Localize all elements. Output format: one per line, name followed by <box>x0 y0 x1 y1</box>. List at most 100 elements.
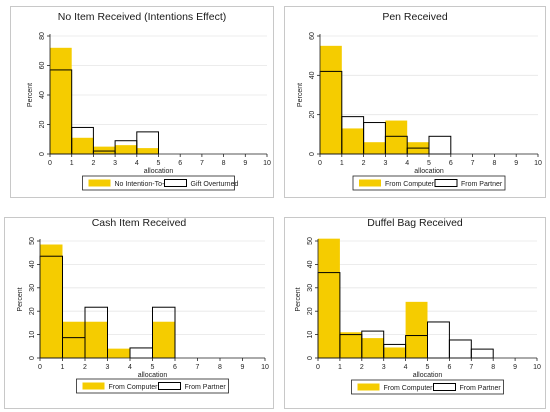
panel-no-item-received-intentions-effect: No Item Received (Intentions Effect)0204… <box>10 6 274 198</box>
x-tick-label: 4 <box>405 160 409 167</box>
bar-no-intention-to-give <box>50 47 72 154</box>
y-tick-label: 0 <box>29 356 36 360</box>
legend-label: From Partner <box>460 385 502 392</box>
bar-no-intention-to-give <box>71 137 94 154</box>
bar-from-computer <box>320 45 342 155</box>
y-tick-label: 10 <box>29 331 36 339</box>
y-tick-label: 10 <box>307 331 314 339</box>
y-tick-label: 60 <box>39 62 46 70</box>
x-tick-label: 2 <box>83 364 87 371</box>
x-tick-label: 9 <box>514 160 518 167</box>
y-tick-label: 80 <box>39 32 46 40</box>
bar-no-intention-to-give <box>93 146 116 154</box>
legend-swatch-no-intention-to-give <box>88 179 111 187</box>
y-tick-label: 40 <box>29 260 36 268</box>
legend-swatch-from-partner <box>434 179 458 187</box>
x-tick-label: 10 <box>263 160 271 167</box>
x-tick-label: 5 <box>157 160 161 167</box>
y-tick-label: 20 <box>307 307 314 315</box>
legend-swatch-from-computer <box>82 382 105 390</box>
bar-from-computer <box>383 347 406 358</box>
chart-title: Duffel Bag Received <box>367 217 463 229</box>
bar-no-intention-to-give <box>115 145 137 154</box>
x-axis-label: allocation <box>413 372 443 379</box>
y-tick-label: 20 <box>309 111 316 119</box>
y-tick-label: 40 <box>309 71 316 79</box>
legend-label: From Partner <box>185 384 227 391</box>
legend-swatch-from-computer <box>359 179 381 187</box>
legend: From Computer From Partner <box>76 378 229 394</box>
y-tick-label: 0 <box>309 152 316 156</box>
x-tick-label: 9 <box>241 364 245 371</box>
x-tick-label: 8 <box>492 160 496 167</box>
x-tick-label: 6 <box>173 364 177 371</box>
bar-from-computer <box>40 244 63 358</box>
x-tick-label: 8 <box>491 364 495 371</box>
legend-label: Gift Overturned <box>191 181 239 188</box>
y-tick-label: 20 <box>39 121 46 129</box>
x-tick-label: 7 <box>200 160 204 167</box>
bar-from-computer <box>363 142 386 154</box>
legend-box <box>82 175 235 191</box>
x-axis-label: allocation <box>144 168 174 175</box>
x-tick-label: 3 <box>113 160 117 167</box>
y-tick-label: 50 <box>29 237 36 245</box>
x-tick-label: 6 <box>447 364 451 371</box>
y-tick-label: 40 <box>39 91 46 99</box>
x-tick-label: 1 <box>338 364 342 371</box>
x-tick-label: 10 <box>534 160 542 167</box>
y-tick-label: 30 <box>307 284 314 292</box>
x-tick-label: 4 <box>135 160 139 167</box>
x-tick-label: 1 <box>61 364 65 371</box>
bar-from-computer <box>385 120 408 154</box>
x-tick-label: 6 <box>178 160 182 167</box>
y-tick-label: 20 <box>29 307 36 315</box>
x-tick-label: 7 <box>471 160 475 167</box>
x-tick-label: 4 <box>404 364 408 371</box>
chart-title: No Item Received (Intentions Effect) <box>58 11 226 23</box>
panel-cash-item-received: Cash Item Received 0 10 20 30 40 50 0 1 2 3 4 5 6 7 8 9 1… <box>4 217 274 409</box>
x-tick-label: 0 <box>38 364 42 371</box>
y-tick-label: 40 <box>307 260 314 268</box>
x-tick-label: 10 <box>533 364 541 371</box>
legend: From Computer From Partner <box>352 175 506 191</box>
bar-from-computer <box>339 332 362 358</box>
x-tick-label: 5 <box>151 364 155 371</box>
chart-title: Cash Item Received <box>92 217 187 229</box>
legend: From Computer From Partner <box>351 379 504 395</box>
legend-label: No Intention-To-Give <box>115 181 179 188</box>
x-tick-label: 2 <box>362 160 366 167</box>
x-tick-label: 5 <box>427 160 431 167</box>
x-tick-label: 7 <box>469 364 473 371</box>
x-axis-label: allocation <box>414 168 444 175</box>
legend-swatch-from-partner <box>158 382 181 390</box>
x-tick-label: 8 <box>222 160 226 167</box>
y-tick-label: 30 <box>29 284 36 292</box>
bar-from-computer <box>152 321 175 358</box>
x-tick-label: 9 <box>243 160 247 167</box>
x-tick-label: 5 <box>426 364 430 371</box>
y-tick-label: 50 <box>307 237 314 245</box>
y-axis-label: Percent <box>297 83 304 107</box>
x-tick-label: 8 <box>218 364 222 371</box>
chart-title: Pen Received <box>382 11 448 23</box>
bar-from-computer <box>85 321 108 358</box>
y-axis-label: Percent <box>17 287 24 311</box>
legend-swatch-from-computer <box>357 383 380 391</box>
legend-swatch-from-partner <box>433 383 456 391</box>
x-tick-label: 7 <box>196 364 200 371</box>
x-tick-label: 4 <box>128 364 132 371</box>
x-tick-label: 2 <box>91 160 95 167</box>
panel-duffel-bag-received: Duffel Bag Received 0 10 20 30 40 50 0 1 2 3 4 5 6 7 8 9… <box>284 217 546 409</box>
x-tick-label: 0 <box>48 160 52 167</box>
y-axis-label: Percent <box>27 83 34 107</box>
legend-box <box>76 378 229 394</box>
bar-no-intention-to-give <box>136 148 159 154</box>
bar-from-computer <box>361 338 384 358</box>
x-tick-label: 3 <box>106 364 110 371</box>
y-tick-label: 0 <box>39 152 46 156</box>
legend-box <box>352 175 506 191</box>
x-tick-label: 3 <box>383 160 387 167</box>
legend-label: From Computer <box>384 385 434 392</box>
